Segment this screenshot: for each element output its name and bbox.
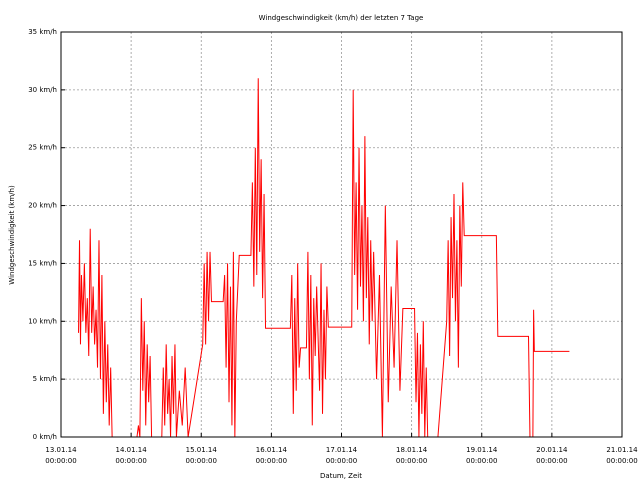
- x-tick-label: 13.01.14: [45, 446, 77, 454]
- x-tick-label: 00:00:00: [186, 457, 217, 465]
- x-tick-label: 00:00:00: [536, 457, 567, 465]
- chart-title: Windgeschwindigkeit (km/h) der letzten 7…: [259, 14, 424, 22]
- x-axis-label: Datum, Zeit: [320, 472, 362, 480]
- data-line: [78, 78, 570, 438]
- y-tick-label: 10 km/h: [28, 317, 57, 325]
- y-tick-label: 25 km/h: [28, 144, 57, 152]
- x-tick-label: 17.01.14: [326, 446, 358, 454]
- x-tick-label: 20.01.14: [536, 446, 568, 454]
- x-tick-label: 16.01.14: [256, 446, 288, 454]
- y-tick-label: 35 km/h: [28, 28, 57, 36]
- y-tick-label: 5 km/h: [33, 375, 57, 383]
- y-tick-label: 0 km/h: [33, 433, 57, 441]
- x-tick-label: 15.01.14: [186, 446, 218, 454]
- x-tick-label: 14.01.14: [116, 446, 148, 454]
- x-tick-label: 00:00:00: [326, 457, 357, 465]
- x-tick-label: 00:00:00: [606, 457, 637, 465]
- x-tick-label: 00:00:00: [256, 457, 287, 465]
- y-axis-label: Windgeschwindigkeit (km/h): [8, 185, 16, 285]
- plot-frame: [60, 31, 623, 438]
- y-tick-label: 20 km/h: [28, 202, 57, 210]
- y-tick-label: 15 km/h: [28, 259, 57, 267]
- x-tick-label: 00:00:00: [45, 457, 76, 465]
- x-tick-label: 00:00:00: [396, 457, 427, 465]
- x-tick-label: 00:00:00: [466, 457, 497, 465]
- x-tick-label: 18.01.14: [396, 446, 428, 454]
- y-tick-label: 30 km/h: [28, 86, 57, 94]
- x-tick-label: 19.01.14: [466, 446, 498, 454]
- x-tick-label: 00:00:00: [115, 457, 146, 465]
- x-tick-label: 21.01.14: [606, 446, 638, 454]
